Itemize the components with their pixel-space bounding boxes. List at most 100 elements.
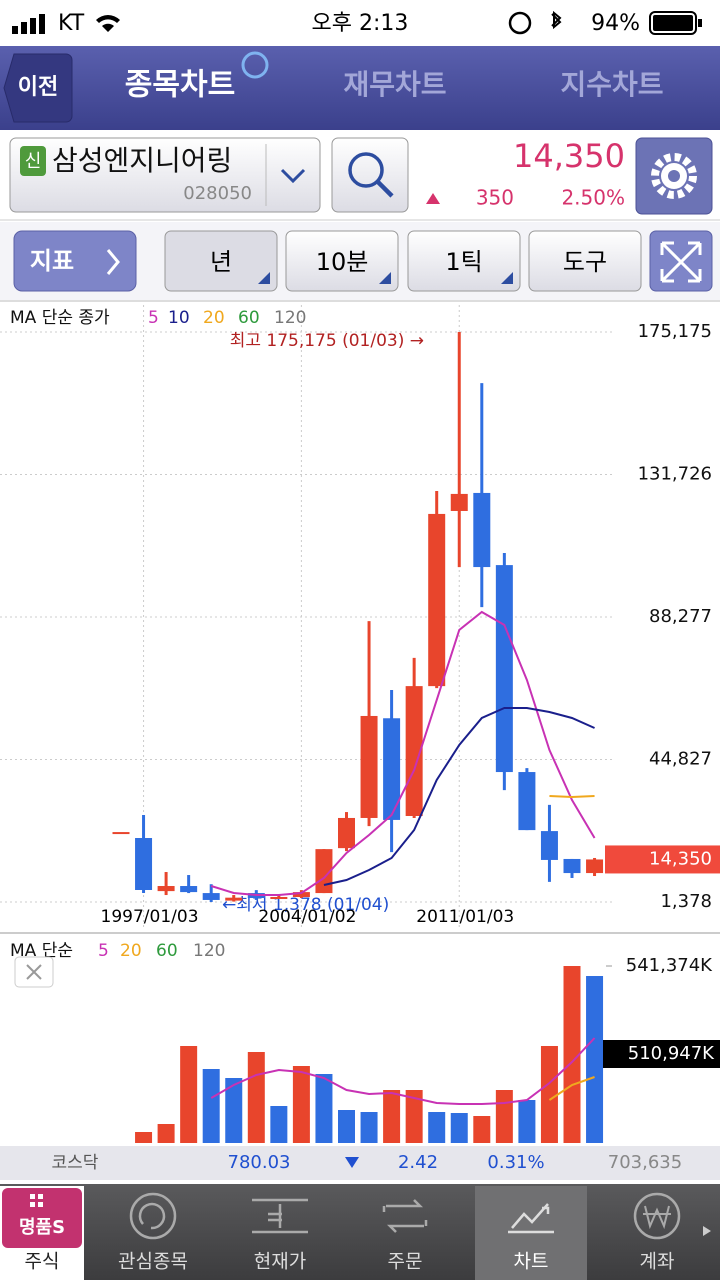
volume-bar (157, 1124, 175, 1143)
index-volume: 703,635 (608, 1152, 682, 1173)
tab-label[interactable]: 주문 (388, 1251, 423, 1273)
candle-body (180, 886, 198, 893)
tools-button[interactable] (528, 230, 642, 292)
volume-bar (586, 976, 604, 1143)
close-button[interactable] (14, 956, 54, 988)
candle-body (135, 838, 153, 890)
moving-average (549, 794, 595, 798)
legend-item: 5 (98, 941, 109, 961)
tab-label[interactable]: 현재가 (254, 1251, 306, 1273)
candle-body (563, 858, 581, 874)
volume-bar (405, 1090, 423, 1143)
legend-item: 10 (168, 308, 190, 328)
volume-bar (338, 1110, 355, 1143)
legend-item: 60 (156, 941, 178, 961)
carrier: KT (58, 11, 85, 36)
legend-item: 20 (203, 308, 225, 328)
interval-button[interactable] (285, 230, 399, 292)
current-volume-label: 510,947K (628, 1043, 715, 1064)
volume-bar (563, 966, 581, 1143)
volume-bar (225, 1077, 243, 1143)
legend-item: 60 (238, 308, 260, 328)
candle-body (473, 492, 491, 568)
period-label: 년 (210, 248, 232, 276)
candle-body (428, 513, 446, 687)
app-badge: 명품S (19, 1217, 65, 1238)
back-label: 이전 (18, 75, 58, 100)
x-tick-label: 1997/01/03 (101, 907, 199, 927)
legend-item: 120 (274, 308, 306, 328)
volume-bar (247, 1052, 265, 1143)
y-tick-label: 541,374K (626, 955, 713, 976)
tab-label[interactable]: 주식 (25, 1251, 60, 1273)
stock-code: 028050 (183, 183, 252, 204)
candle-body (360, 715, 378, 818)
candle-body (202, 893, 220, 900)
toolbar: 지표 년 10분 1틱 도구 (0, 222, 720, 300)
volume-bar (180, 1045, 198, 1143)
candle-body (157, 886, 175, 892)
tab[interactable]: 지수차트 (560, 68, 663, 101)
y-tick-label: 175,175 (638, 321, 712, 342)
volume-legend-title: MA 단순 (10, 941, 73, 961)
tab[interactable]: 재무차트 (343, 68, 446, 101)
back-button[interactable]: 이전 (3, 53, 73, 123)
volume-bar (495, 1090, 513, 1143)
y-tick-label: 1,378 (660, 891, 712, 912)
search-button[interactable] (331, 137, 409, 213)
candle-body (450, 493, 468, 511)
interval-label: 10분 (316, 248, 369, 276)
moving-average (323, 707, 595, 886)
stock-row: 신 삼성엔지니어링 028050 14,350 350 2.50% (0, 130, 720, 221)
volume-bar (315, 1074, 333, 1143)
stock-price: 14,350 (513, 137, 625, 175)
x-tick-label: 2011/01/03 (416, 907, 514, 927)
tab-active[interactable]: 종목차트 (125, 68, 235, 103)
clock: 오후 2:13 (312, 11, 409, 36)
candle-body (338, 817, 355, 849)
volume-bar (360, 1111, 378, 1143)
candle-body (270, 897, 288, 900)
volume-bar (518, 1100, 536, 1143)
market-bar: 코스닥 780.03 2.42 0.31% 703,635 (0, 1146, 720, 1180)
candle-body (405, 686, 423, 816)
candle-body (383, 718, 401, 820)
index-change: 2.42 (398, 1152, 438, 1173)
tools-label: 도구 (563, 248, 607, 276)
stock-selector[interactable] (9, 137, 321, 213)
tab-label[interactable]: 계좌 (640, 1251, 675, 1273)
stock-badge: 신 (25, 151, 42, 172)
volume-bar (540, 1045, 558, 1143)
volume-bar (383, 1090, 401, 1143)
candle-body (292, 892, 310, 898)
candle-body (540, 831, 558, 860)
tab-label-active[interactable]: 차트 (514, 1251, 549, 1273)
candle-body (225, 897, 243, 901)
y-tick-label: 44,827 (649, 748, 712, 769)
legend-item: 5 (148, 308, 159, 328)
candle-body (518, 772, 536, 831)
tab-label[interactable]: 관심종목 (118, 1251, 188, 1273)
index-change-pct: 0.31% (487, 1152, 544, 1173)
volume-average (210, 1037, 596, 1105)
price-legend-title: MA 단순 종가 (10, 308, 110, 328)
period-button[interactable] (164, 230, 278, 292)
status-bar: KT 오후 2:13 94% (0, 0, 720, 46)
stock-name: 삼성엔지니어링 (52, 144, 232, 177)
current-price-label: 14,350 (649, 848, 712, 869)
volume-bar (450, 1112, 468, 1143)
high-annotation: 최고 175,175 (01/03) → (230, 331, 424, 351)
current-price-box (605, 845, 720, 874)
tick-button[interactable] (407, 230, 521, 292)
legend-item: 120 (193, 941, 225, 961)
indicator-button[interactable] (13, 230, 137, 292)
index-value: 780.03 (228, 1152, 291, 1173)
battery-level: 94% (591, 11, 640, 36)
volume-bar (428, 1111, 446, 1143)
indicator-label: 지표 (30, 247, 74, 275)
dropdown-icon[interactable] (280, 168, 306, 184)
volume-bar (473, 1116, 491, 1143)
x-tick-label: 2004/01/02 (258, 907, 356, 927)
volume-bar (270, 1106, 288, 1143)
stock-change: 350 (476, 186, 514, 210)
